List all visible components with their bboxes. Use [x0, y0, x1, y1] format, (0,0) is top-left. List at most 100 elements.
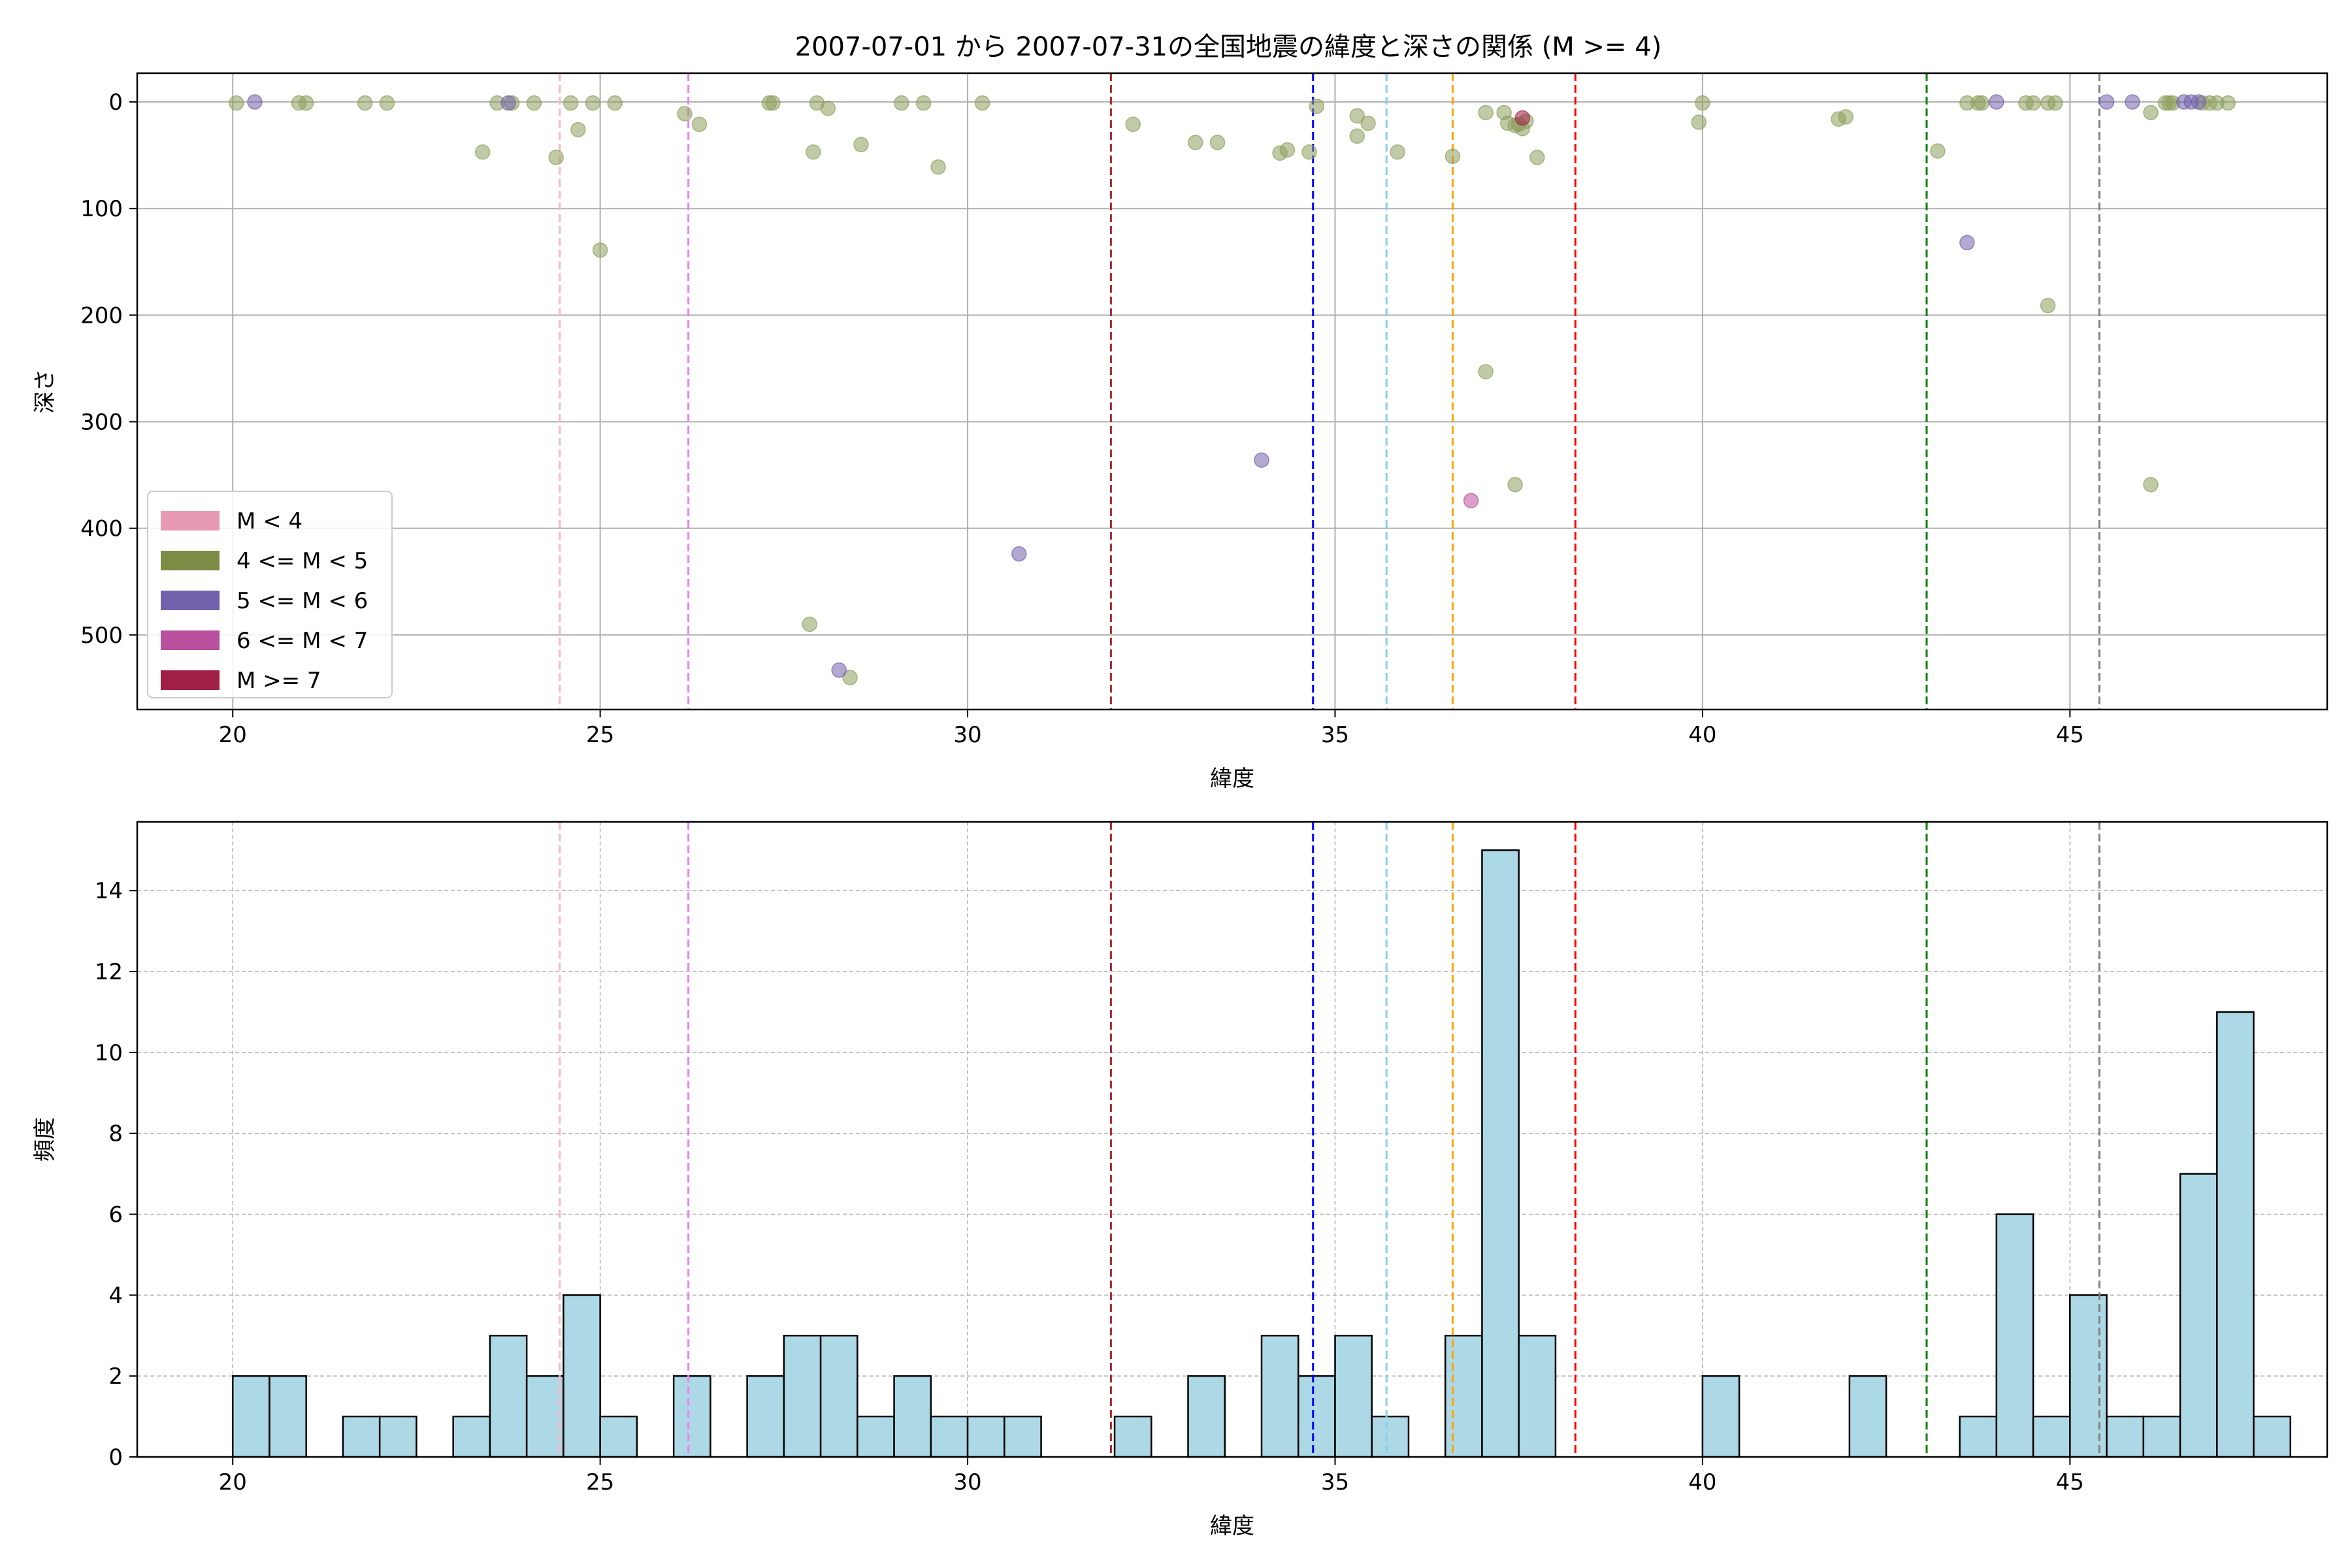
data-point — [806, 144, 821, 160]
data-point — [1254, 452, 1269, 468]
y-tick-label: 200 — [80, 302, 123, 329]
y-tick-label: 400 — [80, 516, 123, 542]
data-point — [1478, 105, 1494, 121]
data-point — [842, 670, 858, 685]
legend-label: M < 4 — [237, 508, 302, 534]
data-point — [1695, 95, 1710, 111]
histogram-bar — [2142, 1415, 2181, 1458]
data-point — [2099, 94, 2115, 110]
x-tick-label: 35 — [1321, 722, 1349, 748]
data-point — [1188, 135, 1203, 150]
histogram-bar — [1260, 1335, 1299, 1458]
histogram-bar — [231, 1375, 270, 1458]
data-point — [974, 95, 990, 111]
data-point — [1478, 364, 1494, 380]
data-point — [691, 116, 708, 133]
histogram-bar — [1995, 1213, 2034, 1458]
legend-label: 6 <= M < 7 — [237, 628, 368, 654]
legend-label: 4 <= M < 5 — [237, 548, 368, 574]
data-point — [585, 95, 601, 111]
histogram-bar — [1701, 1375, 1740, 1458]
y-tick-label: 0 — [108, 90, 123, 116]
scatter-grid — [137, 73, 2327, 710]
legend-swatch — [161, 591, 220, 610]
histogram-bar — [893, 1375, 932, 1458]
scatter-plot-frame — [136, 72, 2328, 711]
data-point — [1011, 546, 1027, 562]
histogram-bar — [966, 1415, 1005, 1458]
histogram-bar — [489, 1335, 528, 1458]
histogram-bar — [1297, 1375, 1336, 1458]
data-point — [1463, 493, 1479, 508]
data-point — [1301, 144, 1317, 160]
x-tick-label: 45 — [2056, 722, 2084, 748]
histogram-bar — [857, 1415, 895, 1458]
data-point — [526, 95, 542, 111]
histogram-y-axis-label: 頻度 — [32, 1117, 58, 1162]
data-point — [357, 95, 373, 111]
histogram-bar — [1959, 1415, 1998, 1458]
data-point — [2191, 94, 2206, 110]
data-point — [1390, 144, 1405, 160]
data-point — [298, 95, 314, 111]
chart-title: 2007-07-01 から 2007-07-31の全国地震の緯度と深さの関係 (… — [795, 32, 1662, 62]
data-point — [930, 159, 946, 175]
data-point — [1209, 135, 1226, 150]
x-tick-label: 25 — [586, 1469, 614, 1495]
data-point — [2220, 95, 2236, 111]
histogram-bar — [2032, 1415, 2071, 1458]
histogram-bar — [783, 1335, 822, 1458]
legend-label: 5 <= M < 6 — [237, 588, 368, 614]
scatter-y-axis-label: 深さ — [32, 369, 58, 414]
data-point — [1930, 143, 1946, 159]
histogram-bar — [930, 1415, 969, 1458]
histogram-bar — [2069, 1294, 2108, 1458]
data-point — [820, 101, 836, 116]
y-tick-label: 12 — [95, 959, 123, 985]
y-tick-label: 2 — [108, 1364, 123, 1390]
histogram-panel: 20 25 30 35 40 45 0 2 4 6 8 10 12 14 緯度 頻度 — [32, 821, 2328, 1539]
data-point — [1529, 150, 1545, 165]
data-point — [2025, 95, 2041, 111]
histogram-bar — [1481, 849, 1520, 1458]
histogram-bar — [819, 1335, 858, 1458]
legend-swatch — [161, 511, 220, 531]
histogram-bar — [672, 1375, 711, 1458]
data-point — [247, 94, 263, 110]
x-tick-label: 35 — [1321, 1469, 1349, 1495]
data-point — [1349, 108, 1365, 124]
y-tick-label: 10 — [95, 1040, 123, 1066]
data-point — [802, 616, 817, 632]
histogram-bar — [2106, 1415, 2145, 1458]
data-point — [229, 95, 244, 111]
histogram-x-ticks: 20 25 30 35 40 45 — [219, 1457, 2084, 1495]
histogram-y-ticks: 0 2 4 6 8 10 12 14 — [95, 878, 137, 1471]
data-point — [474, 144, 491, 160]
data-point — [1309, 98, 1325, 114]
x-tick-label: 40 — [1688, 1469, 1716, 1495]
legend-swatch — [161, 630, 220, 650]
data-point — [1974, 95, 1990, 111]
scatter-reference-lines — [559, 73, 2100, 710]
y-tick-label: 8 — [108, 1121, 123, 1147]
data-point — [677, 106, 693, 122]
histogram-x-axis-label: 緯度 — [1210, 1513, 1254, 1539]
histogram-bar — [746, 1375, 785, 1458]
data-point — [2143, 477, 2159, 493]
x-tick-label: 45 — [2056, 1469, 2084, 1495]
x-tick-label: 20 — [219, 722, 247, 748]
scatter-x-ticks: 20 25 30 35 40 45 — [219, 710, 2084, 748]
data-point — [831, 662, 847, 678]
data-point — [2125, 94, 2140, 110]
y-tick-label: 300 — [80, 409, 123, 435]
data-point — [1507, 477, 1523, 493]
scatter-points — [229, 94, 2236, 685]
data-point — [1279, 142, 1296, 158]
y-tick-label: 4 — [108, 1282, 123, 1309]
y-tick-label: 100 — [80, 196, 123, 222]
data-point — [2143, 105, 2159, 121]
data-point — [1989, 94, 2004, 110]
histogram-bar — [1004, 1415, 1042, 1458]
histogram-plot-frame — [136, 821, 2328, 1458]
data-point — [915, 95, 932, 111]
